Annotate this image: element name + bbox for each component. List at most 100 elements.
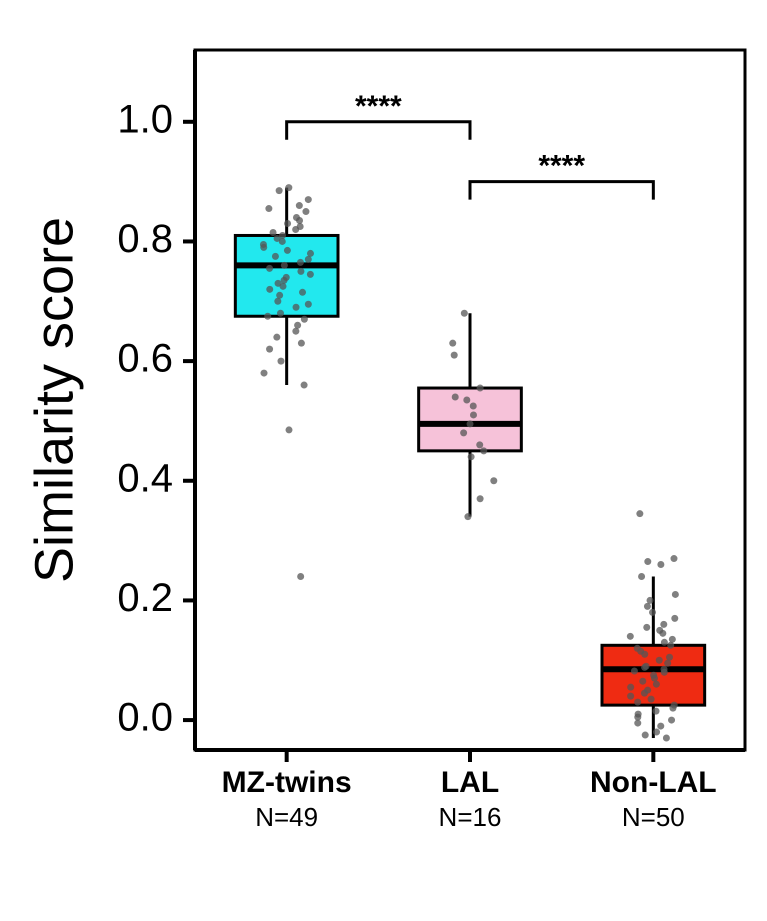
box xyxy=(419,388,522,451)
jitter-point xyxy=(302,208,309,215)
jitter-point xyxy=(272,253,279,260)
jitter-point xyxy=(264,313,271,320)
jitter-point xyxy=(307,271,314,278)
jitter-point xyxy=(277,358,284,365)
jitter-point xyxy=(285,184,292,191)
jitter-point xyxy=(284,220,291,227)
jitter-point xyxy=(627,684,634,691)
jitter-point xyxy=(644,603,651,610)
jitter-point xyxy=(463,397,470,404)
jitter-point xyxy=(641,690,648,697)
jitter-point xyxy=(641,651,648,658)
jitter-point xyxy=(261,370,268,377)
jitter-point xyxy=(274,298,281,305)
jitter-point xyxy=(664,660,671,667)
y-tick-label: 0.4 xyxy=(117,456,173,500)
jitter-point xyxy=(634,699,641,706)
jitter-point xyxy=(656,657,663,664)
jitter-point xyxy=(281,277,288,284)
jitter-point xyxy=(661,669,668,676)
jitter-point xyxy=(672,591,679,598)
jitter-point xyxy=(657,561,664,568)
jitter-point xyxy=(276,292,283,299)
jitter-point xyxy=(670,555,677,562)
jitter-point xyxy=(461,310,468,317)
jitter-point xyxy=(299,289,306,296)
x-category-label: Non-LAL xyxy=(590,766,717,799)
x-category-label: MZ-twins xyxy=(222,766,352,799)
jitter-point xyxy=(296,202,303,209)
jitter-point xyxy=(284,247,291,254)
jitter-point xyxy=(266,265,273,272)
jitter-point xyxy=(307,250,314,257)
y-axis-title: Similarity score xyxy=(24,217,84,583)
jitter-point xyxy=(476,441,483,448)
jitter-point xyxy=(653,708,660,715)
jitter-point xyxy=(643,624,650,631)
significance-label: **** xyxy=(538,150,585,183)
jitter-point xyxy=(464,513,471,520)
jitter-point xyxy=(668,717,675,724)
jitter-point xyxy=(292,328,299,335)
jitter-point xyxy=(653,729,660,736)
jitter-point xyxy=(305,256,312,263)
jitter-point xyxy=(285,426,292,433)
jitter-point xyxy=(277,310,284,317)
jitter-point xyxy=(669,636,676,643)
x-category-count: N=16 xyxy=(439,802,502,832)
jitter-point xyxy=(480,447,487,454)
jitter-point xyxy=(279,238,286,245)
jitter-point xyxy=(270,229,277,236)
jitter-point xyxy=(467,420,474,427)
jitter-point xyxy=(660,621,667,628)
jitter-point xyxy=(298,340,305,347)
y-tick-label: 0.0 xyxy=(117,696,173,740)
jitter-point xyxy=(305,301,312,308)
jitter-point xyxy=(634,714,641,721)
y-tick-label: 1.0 xyxy=(117,97,173,141)
jitter-point xyxy=(292,226,299,233)
jitter-point xyxy=(273,334,280,341)
y-tick-label: 0.8 xyxy=(117,217,173,261)
jitter-point xyxy=(297,573,304,580)
jitter-point xyxy=(627,693,634,700)
jitter-point xyxy=(671,615,678,622)
jitter-point xyxy=(651,675,658,682)
jitter-point xyxy=(653,681,660,688)
jitter-point xyxy=(305,196,312,203)
jitter-point xyxy=(639,678,646,685)
jitter-point xyxy=(667,642,674,649)
x-category-label: LAL xyxy=(441,766,499,799)
jitter-point xyxy=(644,558,651,565)
jitter-point xyxy=(490,477,497,484)
y-tick-label: 0.6 xyxy=(117,337,173,381)
jitter-point xyxy=(265,205,272,212)
jitter-point xyxy=(666,654,673,661)
jitter-point xyxy=(301,382,308,389)
jitter-point xyxy=(276,187,283,194)
jitter-point xyxy=(477,385,484,392)
jitter-point xyxy=(293,304,300,311)
jitter-point xyxy=(297,259,304,266)
x-category-count: N=50 xyxy=(622,802,685,832)
jitter-point xyxy=(641,664,648,671)
significance-label: **** xyxy=(355,90,402,123)
jitter-point xyxy=(294,322,301,329)
jitter-point xyxy=(631,668,638,675)
jitter-point xyxy=(627,633,634,640)
jitter-point xyxy=(297,268,304,275)
jitter-point xyxy=(260,244,267,251)
jitter-point xyxy=(470,411,477,418)
jitter-point xyxy=(638,573,645,580)
jitter-point xyxy=(460,429,467,436)
jitter-point xyxy=(296,217,303,224)
jitter-point xyxy=(280,283,287,290)
jitter-point xyxy=(642,732,649,739)
jitter-point xyxy=(470,402,477,409)
jitter-point xyxy=(634,720,641,727)
jitter-point xyxy=(657,723,664,730)
jitter-point xyxy=(661,639,668,646)
jitter-point xyxy=(281,262,288,269)
jitter-point xyxy=(477,495,484,502)
jitter-point xyxy=(648,696,655,703)
